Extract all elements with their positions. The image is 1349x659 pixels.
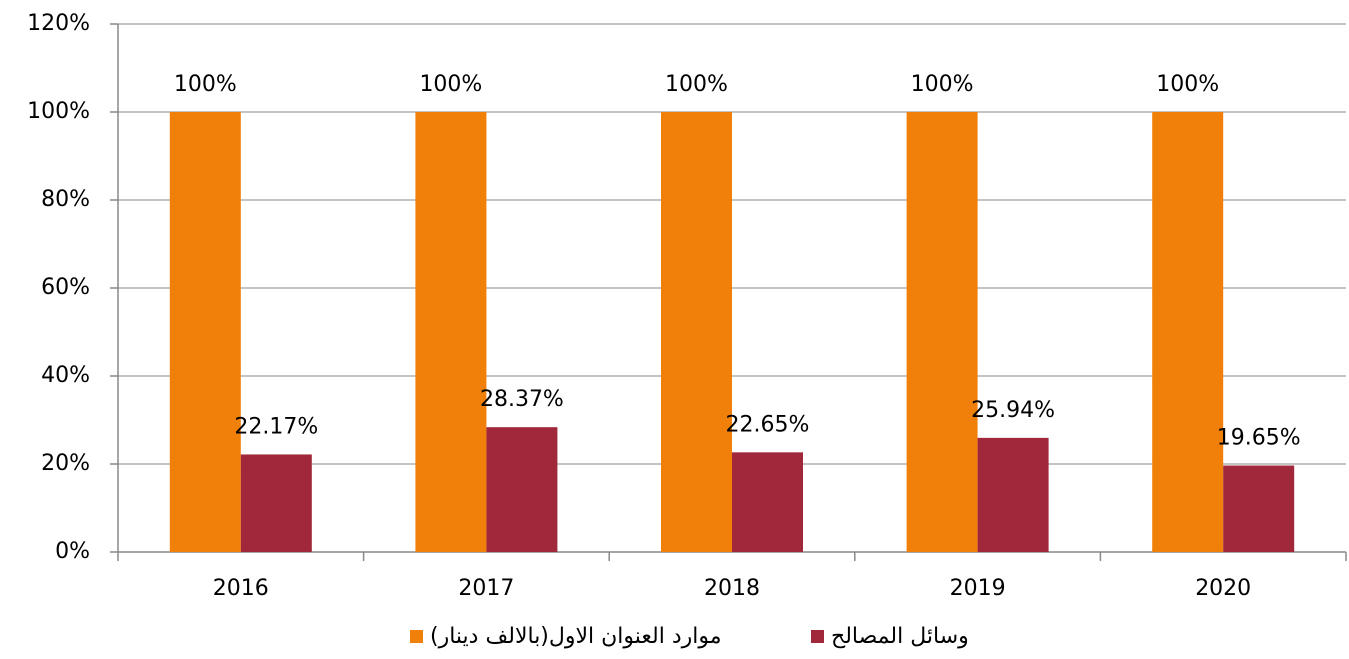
- y-tick-label: 120%: [27, 11, 90, 36]
- value-label: 100%: [174, 72, 237, 97]
- x-tick-label: 2016: [213, 576, 269, 601]
- bar: [977, 437, 1049, 552]
- legend-swatch: [811, 630, 824, 643]
- value-label: 22.17%: [234, 414, 318, 439]
- legend-label: وسائل المصالح: [831, 624, 969, 649]
- bar: [486, 427, 558, 552]
- bar: [1152, 112, 1224, 552]
- bar: [415, 112, 487, 552]
- value-label: 100%: [665, 72, 728, 97]
- y-tick-label: 0%: [55, 539, 90, 564]
- x-tick-label: 2018: [704, 576, 760, 601]
- value-label: 28.37%: [480, 387, 564, 412]
- value-label: 19.65%: [1217, 426, 1301, 451]
- bar: [906, 112, 978, 552]
- bar: [240, 454, 312, 552]
- y-tick-label: 60%: [41, 275, 90, 300]
- value-label: 100%: [911, 72, 974, 97]
- y-tick-label: 100%: [27, 99, 90, 124]
- value-label: 25.94%: [971, 398, 1055, 423]
- value-label: 100%: [419, 72, 482, 97]
- x-tick-label: 2017: [458, 576, 514, 601]
- legend-label: موارد العنوان الاول(بالالف دينار): [430, 624, 722, 649]
- bar: [732, 452, 803, 552]
- value-label: 100%: [1156, 72, 1219, 97]
- x-tick-label: 2020: [1195, 576, 1251, 601]
- x-tick-label: 2019: [950, 576, 1006, 601]
- bar: [1223, 465, 1295, 552]
- bar: [661, 112, 732, 552]
- y-tick-label: 80%: [41, 187, 90, 212]
- bar: [169, 112, 241, 552]
- legend-swatch: [410, 630, 423, 643]
- y-tick-label: 20%: [41, 451, 90, 476]
- value-label: 22.65%: [726, 412, 810, 437]
- y-tick-label: 40%: [41, 363, 90, 388]
